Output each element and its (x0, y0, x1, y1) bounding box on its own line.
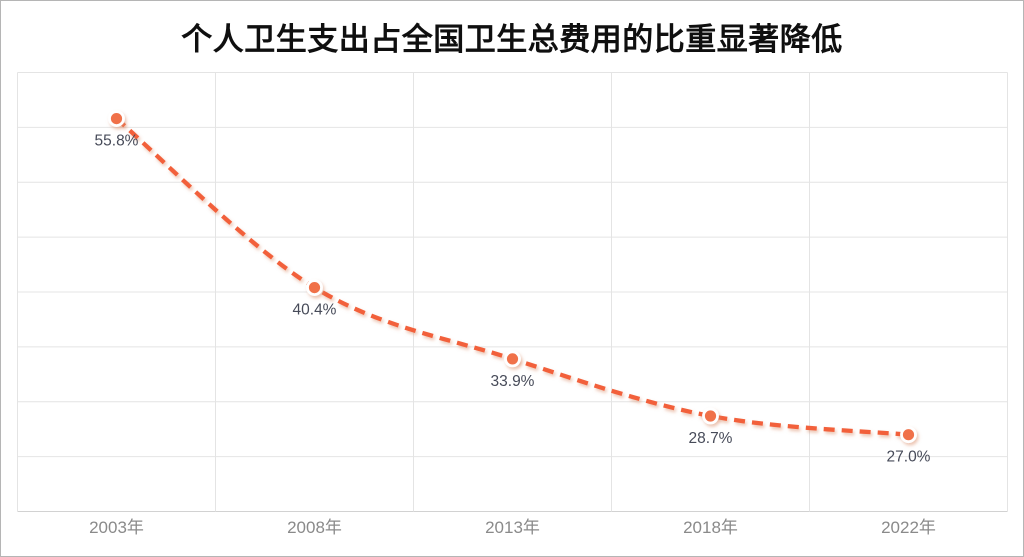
data-point-marker (900, 426, 917, 444)
x-axis-label: 2018年 (683, 518, 738, 537)
data-point-marker (702, 407, 719, 425)
data-point-marker (108, 110, 125, 127)
x-axis-label: 2013年 (485, 518, 540, 537)
data-label: 28.7% (689, 430, 733, 447)
data-label: 27.0% (887, 449, 931, 466)
data-label: 55.8% (95, 133, 139, 150)
x-axis-label: 2008年 (287, 518, 342, 537)
data-label: 33.9% (491, 373, 535, 390)
chart-title: 个人卫生支出占全国卫生总费用的比重显著降低 (181, 22, 843, 57)
data-point-marker (306, 279, 323, 297)
x-axis-label: 2003年 (89, 518, 144, 537)
data-point-marker (504, 350, 521, 368)
x-axis-label: 2022年 (881, 518, 936, 537)
data-label: 40.4% (293, 302, 337, 319)
